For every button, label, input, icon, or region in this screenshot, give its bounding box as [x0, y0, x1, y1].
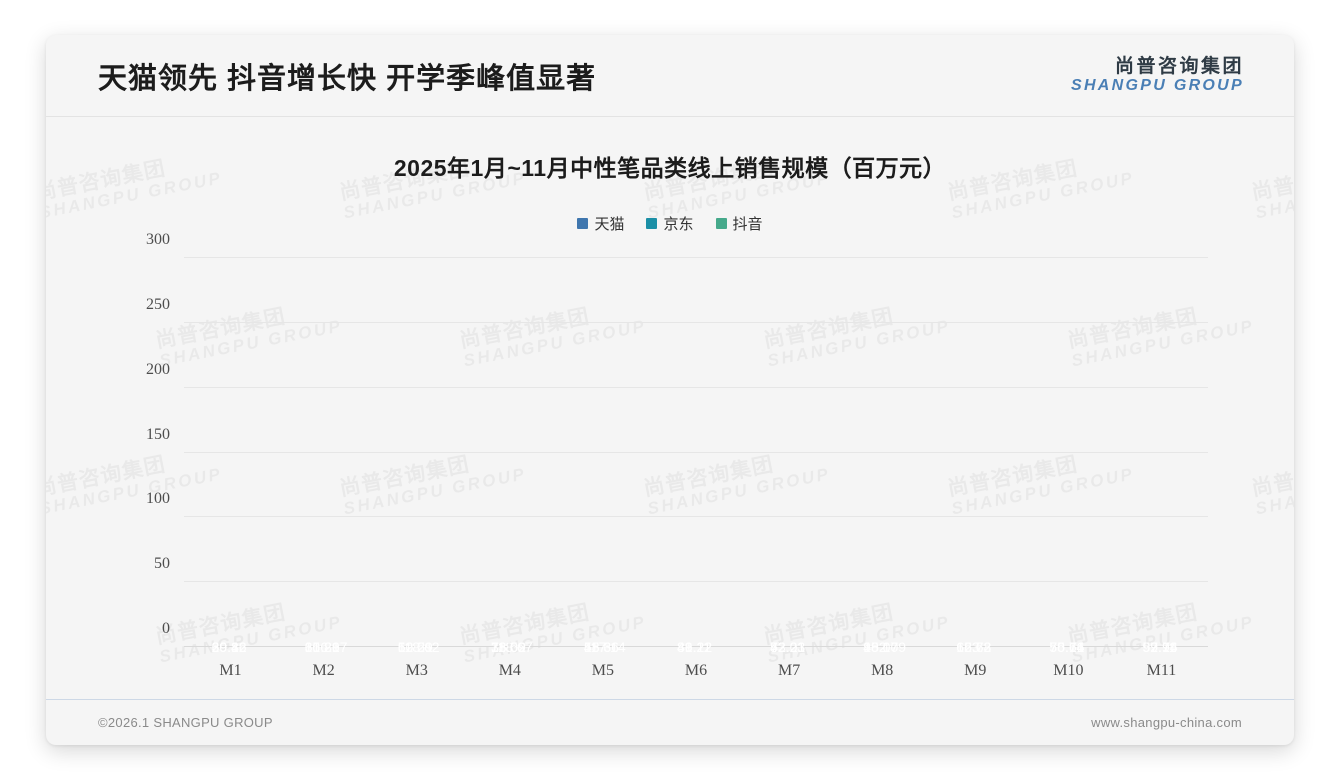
card-footer: ©2026.1 SHANGPU GROUP www.shangpu-china.… [46, 699, 1294, 745]
bar-value-label: 62.29 [397, 639, 433, 655]
bar-value-label: 106.17 [304, 639, 348, 655]
y-axis-tick-label: 300 [146, 231, 170, 248]
bar-value-label: 50.51 [397, 639, 433, 655]
x-axis-tick-label: M1 [219, 662, 242, 679]
bar-value-label: 53.21 [770, 639, 806, 655]
x-axis-tick-label: M7 [777, 662, 801, 679]
card-header: 天猫领先 抖音增长快 开学季峰值显著 尚普咨询集团 SHANGPU GROUP [46, 35, 1294, 117]
y-axis-tick-label: 0 [162, 620, 170, 637]
legend-swatch-icon [646, 218, 658, 229]
card-body: 2025年1月~11月中性笔品类线上销售规模（百万元） 天猫 京东 抖音 0 50 10… [46, 117, 1294, 699]
bar-column[interactable]: 78.52 36.09 118.67 [463, 258, 556, 655]
bar-column[interactable]: 66.73 62.62 153.8 [929, 258, 1022, 655]
legend-item-抖音[interactable]: 抖音 [715, 213, 763, 234]
legend-item-天猫[interactable]: 天猫 [577, 213, 624, 234]
bar-value-label: 92.76 [1142, 639, 1178, 655]
y-axis-labels: 0 50 100 150 200 250 300 [106, 231, 180, 647]
logo-english-text: SHANGPU GROUP [1070, 77, 1244, 95]
bar-value-label: 56.74 [1049, 639, 1085, 655]
gridline [184, 646, 1208, 647]
bar-series-group: 39.1 29.42 60.86 65.89 31.26 106.17 50.51 62.29… [184, 258, 1208, 655]
bar-column[interactable]: 102.09 45.17 98.07 [836, 258, 929, 655]
x-axis-tick-label: M9 [964, 662, 987, 679]
bar-value-label: 78.52 [490, 639, 526, 655]
bar-value-label: 36.09 [490, 639, 526, 655]
legend-swatch-icon [715, 218, 727, 229]
bar-column[interactable]: 57.94 59.11 92.76 [1115, 258, 1208, 655]
x-axis-labels: M1 M2 M3 M4 M5 M6 M7 M8 M9 M10 M11 [184, 657, 1208, 685]
legend-label: 天猫 [594, 216, 625, 233]
x-axis-tick-label: M4 [498, 662, 521, 679]
bar-value-label: 117.14 [583, 639, 626, 655]
bar-value-label: 70.16 [1049, 639, 1085, 655]
gridlines [184, 257, 1208, 647]
x-axis-tick-label: M5 [591, 662, 615, 679]
x-axis-tick-label: M2 [312, 662, 335, 679]
gridline [184, 581, 1208, 583]
bar-value-label: 72.21 [770, 639, 806, 655]
bar-value-label: 31.26 [304, 639, 340, 655]
chart-legend: 天猫 京东 抖音 [46, 213, 1294, 234]
bar-value-label: 118.67 [490, 639, 533, 655]
bar-value-label: 55.3 [583, 639, 612, 655]
bar-value-label: 36.22 [677, 639, 713, 655]
footer-website[interactable]: www.shangpu-china.com [1091, 715, 1242, 730]
bar-value-label: 118.62 [397, 639, 440, 655]
x-axis-tick-label: M6 [684, 662, 708, 679]
bar-value-label: 41.22 [677, 639, 713, 655]
gridline [184, 321, 1208, 323]
bar-value-label: 98.07 [863, 639, 899, 655]
bar-value-label: 60.86 [211, 639, 247, 655]
legend-swatch-icon [577, 218, 589, 229]
gridline [184, 257, 1208, 258]
bar-value-label: 57.94 [1142, 639, 1178, 655]
legend-item-京东[interactable]: 京东 [646, 213, 694, 234]
brand-logo: 尚普咨询集团 SHANGPU GROUP [1071, 56, 1244, 95]
x-axis-tick-label: M8 [871, 662, 894, 679]
logo-chinese-text: 尚普咨询集团 [1114, 55, 1244, 77]
footer-copyright: ©2026.1 SHANGPU GROUP [98, 715, 273, 730]
gridline [184, 386, 1208, 388]
y-axis-tick-label: 200 [146, 360, 170, 378]
bar-value-label: 89.11 [677, 639, 712, 655]
bar-value-label: 59.11 [1142, 639, 1177, 655]
bar-column[interactable]: 39.1 29.42 60.86 [184, 258, 277, 655]
bar-column[interactable]: 65.89 31.26 106.17 [277, 258, 370, 655]
bar-value-label: 48.66 [583, 639, 619, 655]
x-axis-tick-label: M11 [1146, 662, 1177, 679]
legend-label: 京东 [663, 216, 694, 233]
bar-column[interactable]: 55.3 48.66 117.14 [556, 258, 649, 655]
bar-value-label: 62.62 [956, 639, 992, 655]
bar-value-label: 102.09 [863, 639, 907, 655]
chart-title: 2025年1月~11月中性笔品类线上销售规模（百万元） [393, 155, 947, 181]
chart-area: 0 50 100 150 200 250 300 39.1 29.42 60.86 65.89 31… [106, 231, 1230, 699]
y-axis-tick-label: 100 [146, 490, 170, 508]
x-axis-tick-label: M10 [1053, 662, 1084, 679]
y-axis-tick-label: 250 [146, 295, 170, 313]
bar-value-label: 66.73 [956, 639, 992, 655]
y-axis-tick-label: 150 [146, 425, 170, 443]
bar-column[interactable]: 41.22 36.22 89.11 [649, 258, 742, 655]
plot-region: 39.1 29.42 60.86 65.89 31.26 106.17 50.51 62.29… [184, 257, 1208, 655]
x-axis-tick-label: M3 [405, 662, 428, 679]
bar-column[interactable]: 50.51 62.29 118.62 [370, 258, 463, 655]
bar-column[interactable]: 55.61 56.74 70.16 [1022, 258, 1115, 655]
bar-value-label: 45.17 [863, 639, 899, 655]
page-title: 天猫领先 抖音增长快 开学季峰值显著 [98, 62, 597, 95]
bar-value-label: 29.42 [211, 639, 247, 655]
gridline [184, 451, 1208, 453]
bar-value-label: 65.89 [304, 639, 340, 655]
bar-value-label: 39.1 [211, 639, 239, 655]
bar-value-label: 42.03 [770, 639, 806, 655]
bar-column[interactable]: 53.21 42.03 72.21 [743, 258, 836, 655]
bar-value-label: 153.8 [956, 639, 992, 655]
y-axis-tick-label: 50 [154, 555, 170, 573]
bar-value-label: 55.61 [1049, 639, 1085, 655]
gridline [184, 516, 1208, 518]
legend-label: 抖音 [732, 216, 763, 233]
